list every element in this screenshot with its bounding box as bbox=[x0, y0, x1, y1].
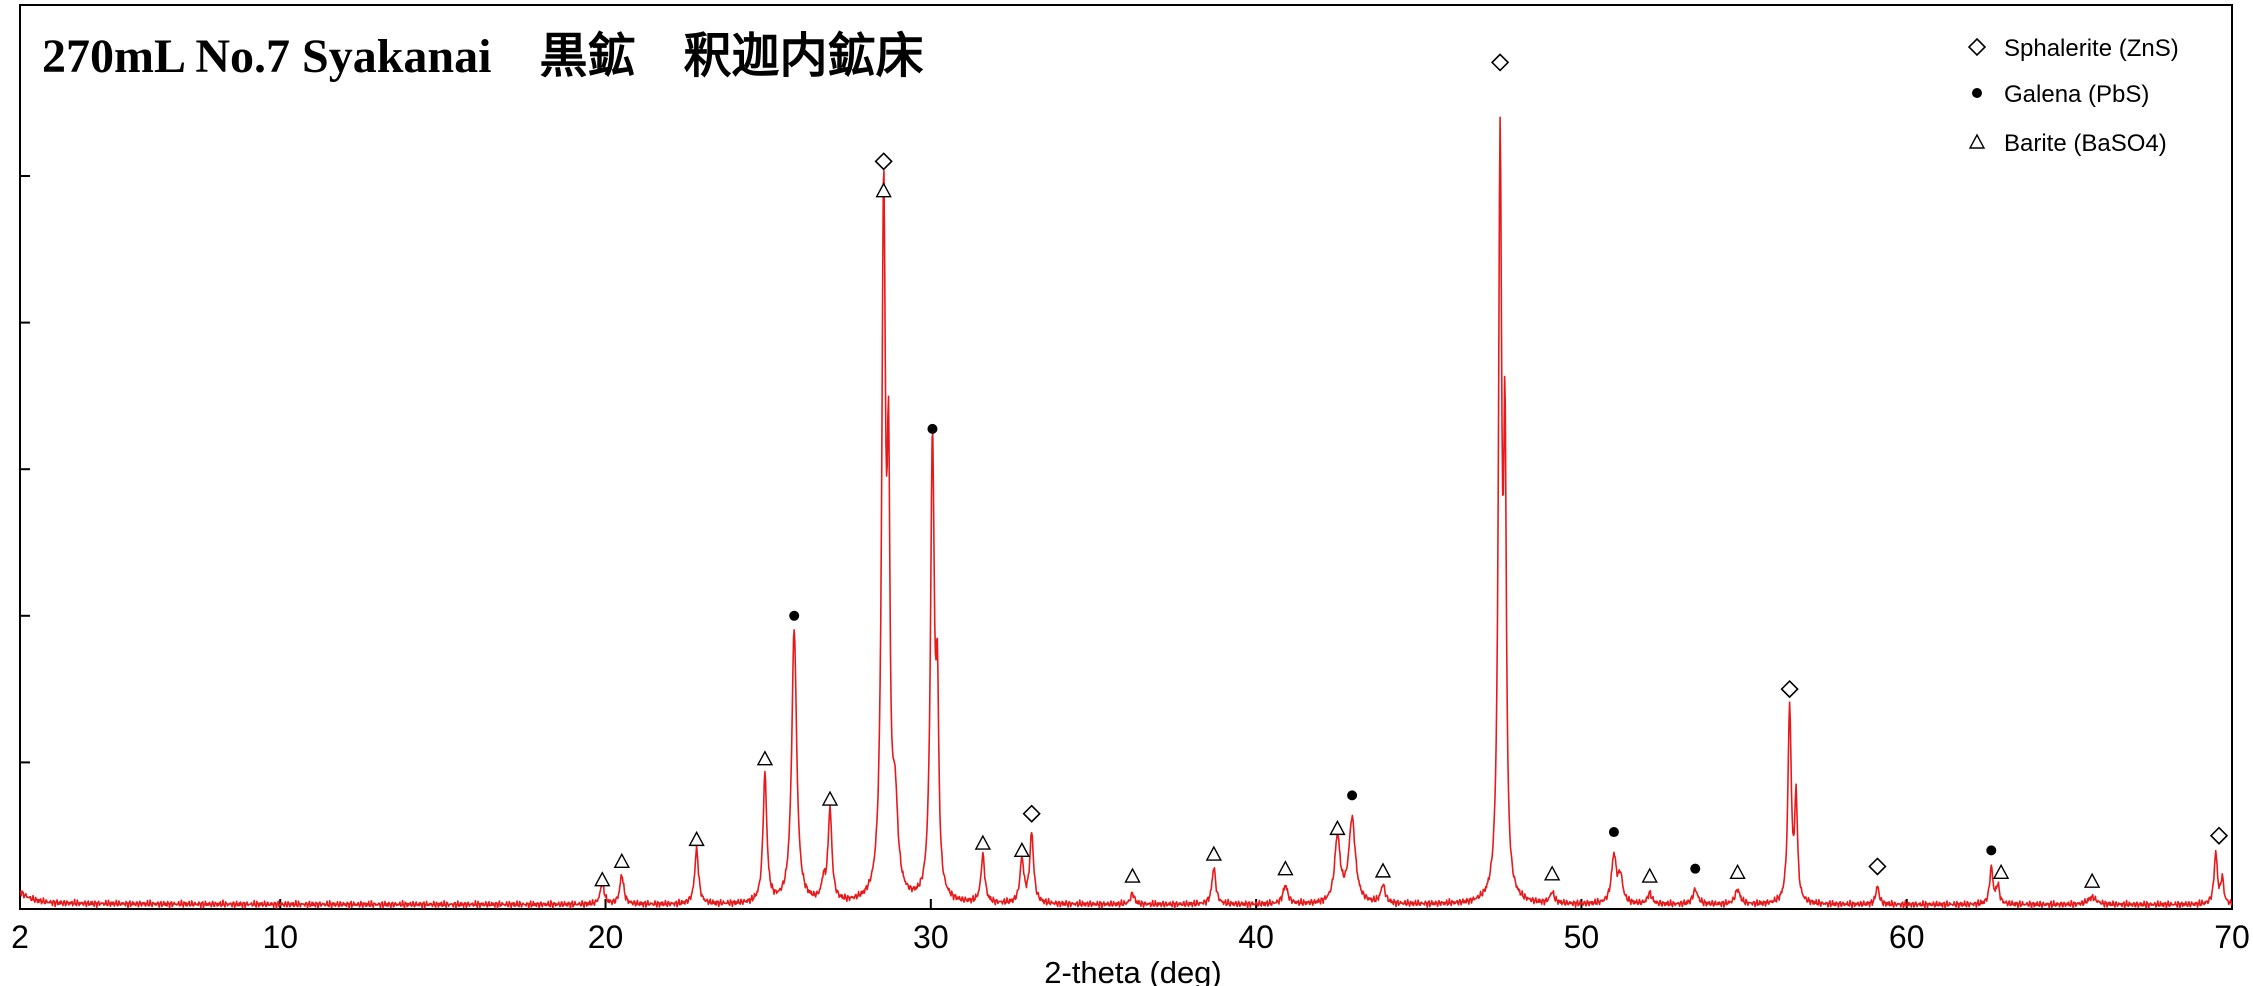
triangle-marker bbox=[1124, 867, 1141, 883]
dot-marker bbox=[1347, 790, 1358, 801]
triangle-marker bbox=[974, 834, 992, 850]
triangle-marker bbox=[1729, 863, 1746, 880]
legend-label: Sphalerite (ZnS) bbox=[2004, 35, 2179, 62]
diamond-marker bbox=[1868, 857, 1887, 876]
dot-marker bbox=[789, 610, 800, 621]
legend-label: Galena (PbS) bbox=[2004, 81, 2149, 108]
x-tick-label: 70 bbox=[2214, 919, 2250, 955]
legend: Sphalerite (ZnS) Galena (PbS) Barite (BaSO… bbox=[1967, 35, 2179, 157]
dot-marker bbox=[1690, 863, 1701, 874]
x-ticks: 2 10 20 30 40 50 60 70 bbox=[11, 899, 2250, 955]
triangle-marker bbox=[1992, 863, 2010, 880]
triangle-marker bbox=[1205, 845, 1223, 861]
triangle-marker bbox=[594, 871, 611, 887]
x-axis-label: 2-theta (deg) bbox=[1044, 955, 1222, 986]
triangle-marker bbox=[1374, 862, 1392, 878]
diamond-marker bbox=[1022, 804, 1041, 823]
dot-marker bbox=[1986, 845, 1997, 856]
x-tick-label: 10 bbox=[262, 919, 298, 955]
xrd-pattern-line bbox=[19, 116, 2233, 910]
triangle-marker bbox=[1543, 865, 1561, 881]
peak-markers bbox=[594, 53, 2229, 888]
plot-frame bbox=[19, 4, 2233, 910]
x-tick-label: 30 bbox=[913, 919, 949, 955]
x-tick-label: 60 bbox=[1889, 919, 1925, 955]
x-tick-label: 40 bbox=[1238, 919, 1274, 955]
triangle-marker bbox=[756, 750, 774, 766]
legend-triangle-symbol bbox=[1968, 133, 1986, 149]
triangle-marker bbox=[688, 830, 705, 847]
diamond-marker bbox=[1780, 679, 1799, 699]
x-tick-label: 2 bbox=[11, 919, 29, 955]
legend-diamond-symbol bbox=[1967, 37, 1987, 57]
triangle-marker bbox=[1641, 867, 1658, 883]
triangle-marker bbox=[2083, 872, 2101, 888]
diamond-marker bbox=[2209, 826, 2229, 845]
dot-marker bbox=[1608, 827, 1619, 838]
triangle-marker bbox=[1329, 819, 1346, 836]
y-ticks bbox=[20, 175, 30, 764]
triangle-marker bbox=[875, 182, 892, 198]
triangle-marker bbox=[613, 852, 630, 869]
dot-marker bbox=[927, 423, 938, 434]
diamond-marker bbox=[1490, 53, 1510, 72]
x-tick-label: 20 bbox=[588, 919, 624, 955]
triangle-marker bbox=[1013, 841, 1031, 858]
diamond-marker bbox=[874, 152, 893, 171]
legend-label: Barite (BaSO4) bbox=[2004, 130, 2167, 157]
chart-title: 270mL No.7 Syakanai 黒鉱 釈迦内鉱床 bbox=[42, 30, 923, 83]
triangle-marker bbox=[1277, 860, 1294, 876]
legend-dot-symbol bbox=[1972, 88, 1982, 98]
triangle-marker bbox=[821, 790, 839, 806]
x-tick-label: 50 bbox=[1564, 919, 1600, 955]
